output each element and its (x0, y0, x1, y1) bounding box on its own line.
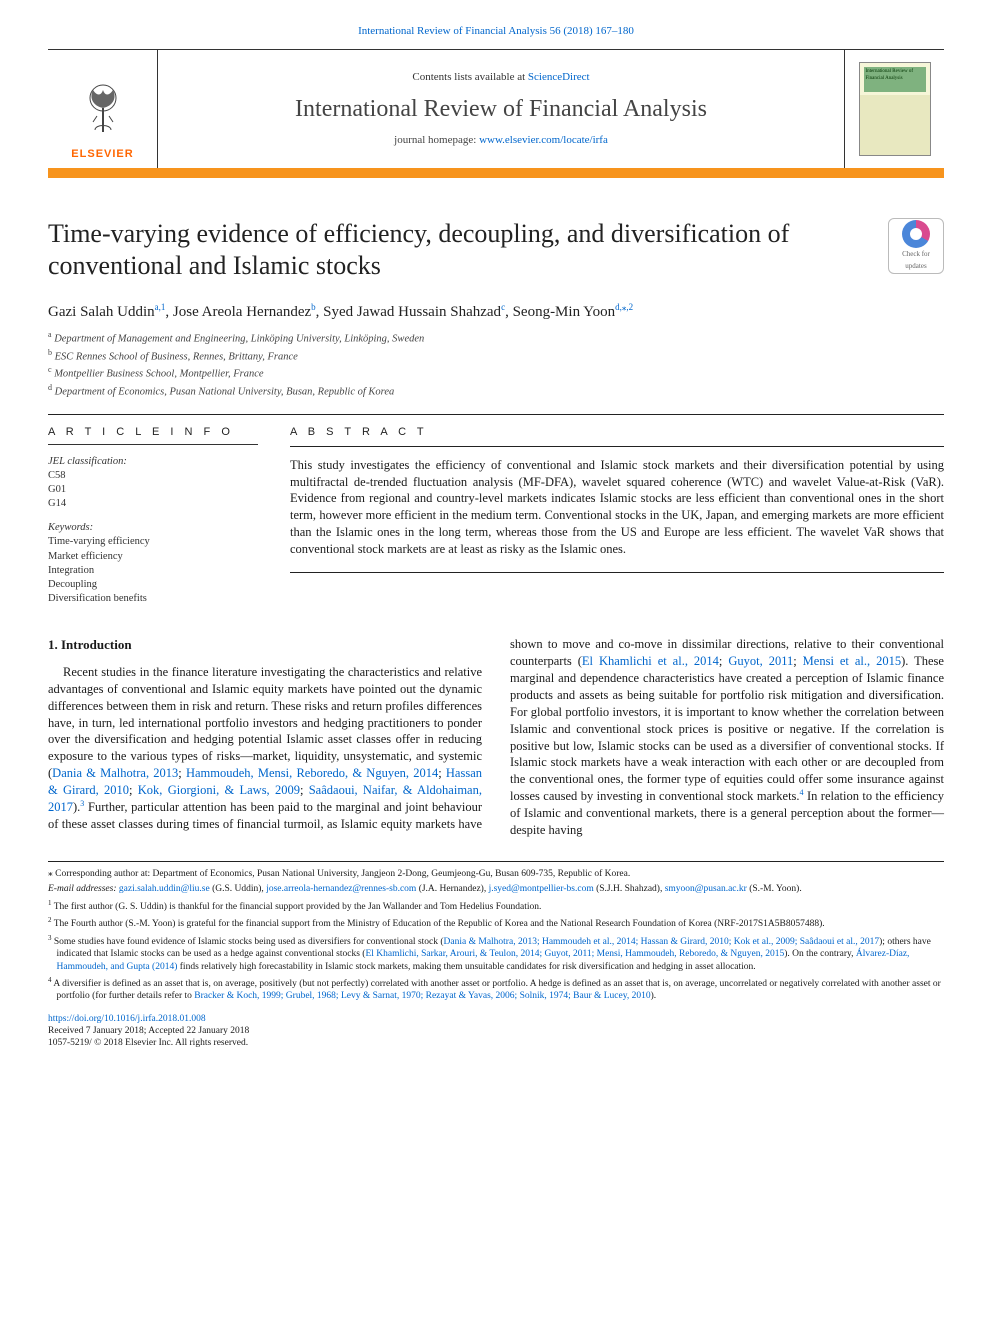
article-info-heading: A R T I C L E I N F O (48, 425, 258, 440)
contents-line: Contents lists available at ScienceDirec… (412, 70, 589, 85)
cover-thumb-box: International Review of Financial Analys… (844, 50, 944, 168)
abstract-text: This study investigates the efficiency o… (290, 457, 944, 558)
article-title: Time-varying evidence of efficiency, dec… (48, 218, 868, 283)
keywords-label: Keywords: (48, 521, 258, 535)
journal-reference-link[interactable]: International Review of Financial Analys… (358, 25, 634, 37)
footnote-4: 4 A diversifier is defined as an asset t… (48, 976, 944, 1003)
author: Syed Jawad Hussain Shahzad (323, 304, 501, 320)
email-link[interactable]: smyoon@pusan.ac.kr (665, 884, 747, 894)
jel-label: JEL classification: (48, 455, 258, 469)
footnote-2: 2 The Fourth author (S.-M. Yoon) is grat… (48, 916, 944, 931)
journal-title: International Review of Financial Analys… (295, 93, 707, 125)
author-affil-sup[interactable]: b (311, 302, 316, 312)
jel-code: G14 (48, 497, 258, 511)
citation-link[interactable]: Dania & Malhotra, 2013 (52, 766, 178, 780)
affiliation: d Department of Economics, Pusan Nationa… (48, 383, 944, 400)
copyright-line: 1057-5219/ © 2018 Elsevier Inc. All righ… (48, 1037, 944, 1049)
citation-link[interactable]: Kok, Giorgioni, & Laws, 2009 (138, 783, 300, 797)
footnote-3: 3 Some studies have found evidence of Is… (48, 934, 944, 973)
email-link[interactable]: gazi.salah.uddin@liu.se (119, 884, 210, 894)
author-affil-sup[interactable]: c (501, 302, 505, 312)
sciencedirect-link[interactable]: ScienceDirect (528, 71, 590, 83)
keyword: Integration (48, 564, 258, 578)
author: Jose Areola Hernandez (173, 304, 311, 320)
cover-title-stripe: International Review of Financial Analys… (864, 67, 926, 92)
affiliation-list: a Department of Management and Engineeri… (48, 330, 944, 400)
contents-prefix: Contents lists available at (412, 71, 527, 83)
citation-link[interactable]: Hammoudeh, Mensi, Reboredo, & Nguyen, 20… (186, 766, 438, 780)
keyword: Diversification benefits (48, 592, 258, 606)
elsevier-tree-icon (68, 73, 138, 143)
keyword: Market efficiency (48, 550, 258, 564)
publisher-logo-box: ELSEVIER (48, 50, 158, 168)
email-addresses: E-mail addresses: gazi.salah.uddin@liu.s… (48, 883, 944, 895)
email-link[interactable]: jose.arreola-hernandez@rennes-sb.com (266, 884, 416, 894)
masthead: ELSEVIER Contents lists available at Sci… (48, 49, 944, 169)
homepage-prefix: journal homepage: (394, 134, 479, 146)
updates-label-2: updates (905, 262, 926, 271)
keyword: Decoupling (48, 578, 258, 592)
doi-link[interactable]: https://doi.org/10.1016/j.irfa.2018.01.0… (48, 1014, 206, 1024)
footer-meta: https://doi.org/10.1016/j.irfa.2018.01.0… (48, 1013, 944, 1050)
citation-link[interactable]: Mensi et al., 2015 (803, 654, 901, 668)
affiliation: a Department of Management and Engineeri… (48, 330, 944, 347)
history-dates: Received 7 January 2018; Accepted 22 Jan… (48, 1025, 944, 1037)
article-info-column: A R T I C L E I N F O JEL classification… (48, 425, 258, 607)
abstract-column: A B S T R A C T This study investigates … (290, 425, 944, 607)
body-text: 1. Introduction Recent studies in the fi… (48, 636, 944, 839)
section-heading: 1. Introduction (48, 636, 482, 654)
author: Gazi Salah Uddin (48, 304, 155, 320)
corresponding-author-note: ⁎ Corresponding author at: Department of… (48, 868, 944, 880)
masthead-center: Contents lists available at ScienceDirec… (158, 50, 844, 168)
citation-link[interactable]: El Khamlichi, Sarkar, Arouri, & Teulon, … (365, 949, 784, 959)
footnote-1: 1 The first author (G. S. Uddin) is than… (48, 899, 944, 914)
abstract-heading: A B S T R A C T (290, 425, 944, 440)
crossmark-icon (902, 220, 930, 248)
citation-link[interactable]: Bracker & Koch, 1999; Grubel, 1968; Levy… (194, 991, 650, 1001)
rule (48, 414, 944, 415)
paragraph: Recent studies in the finance literature… (48, 636, 944, 839)
affiliation: c Montpellier Business School, Montpelli… (48, 365, 944, 382)
homepage-line: journal homepage: www.elsevier.com/locat… (394, 133, 608, 148)
author-affil-sup[interactable]: a,1 (155, 302, 166, 312)
jel-code: C58 (48, 469, 258, 483)
email-link[interactable]: j.syed@montpellier-bs.com (489, 884, 594, 894)
publisher-name: ELSEVIER (71, 147, 133, 162)
author-list: Gazi Salah Uddina,1, Jose Areola Hernand… (48, 301, 944, 322)
journal-cover-icon: International Review of Financial Analys… (859, 62, 931, 156)
homepage-link[interactable]: www.elsevier.com/locate/irfa (479, 134, 608, 146)
citation-link[interactable]: Dania & Malhotra, 2013; Hammoudeh et al.… (444, 937, 880, 947)
updates-label-1: Check for (902, 250, 930, 259)
keyword: Time-varying efficiency (48, 535, 258, 549)
journal-reference: International Review of Financial Analys… (48, 24, 944, 39)
footnotes: ⁎ Corresponding author at: Department of… (48, 861, 944, 1003)
author: Seong-Min Yoon (513, 304, 616, 320)
accent-bar (48, 168, 944, 178)
citation-link[interactable]: Guyot, 2011 (728, 654, 793, 668)
jel-code: G01 (48, 483, 258, 497)
check-updates-button[interactable]: Check for updates (888, 218, 944, 274)
author-affil-sup[interactable]: d,⁎,2 (615, 302, 633, 312)
citation-link[interactable]: El Khamlichi et al., 2014 (582, 654, 719, 668)
affiliation: b ESC Rennes School of Business, Rennes,… (48, 348, 944, 365)
